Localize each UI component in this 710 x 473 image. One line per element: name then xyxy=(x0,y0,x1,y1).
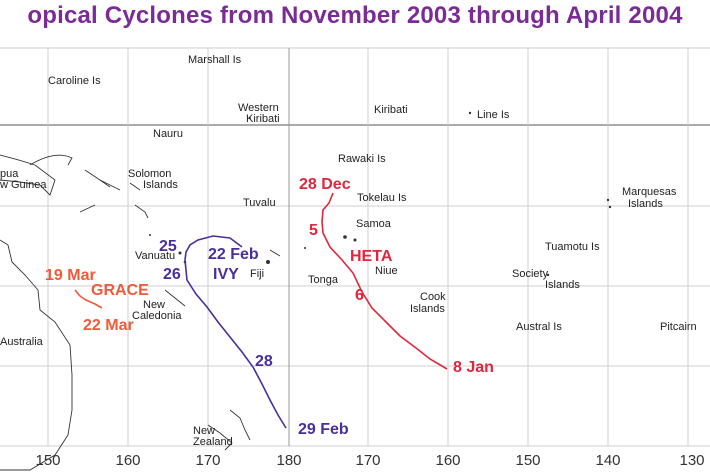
label-western-kiribati: Kiribati xyxy=(246,113,280,125)
x-tick: 140 xyxy=(595,452,621,469)
label-samoa: Samoa xyxy=(356,218,391,230)
label-cook-islands: Islands xyxy=(410,303,445,315)
label-new-zealand-1: New xyxy=(193,425,216,437)
label-marquesas: Marquesas xyxy=(622,186,677,198)
x-tick: 160 xyxy=(435,452,461,469)
heta-name: HETA xyxy=(350,248,393,265)
label-society: Society xyxy=(512,268,549,280)
x-tick: 130 xyxy=(679,452,705,469)
ivy-label-28: 28 xyxy=(255,353,273,370)
x-tick: 170 xyxy=(355,452,381,469)
grid-lines xyxy=(0,47,710,447)
island-dots xyxy=(149,111,612,277)
label-tonga: Tonga xyxy=(308,274,338,286)
label-papua: pua xyxy=(0,168,19,180)
label-fiji: Fiji xyxy=(250,268,265,280)
coastlines xyxy=(0,154,281,471)
heta-label-8-jan: 8 Jan xyxy=(453,359,494,376)
ivy-track xyxy=(184,235,287,429)
ivy-label-26: 26 xyxy=(163,266,181,283)
label-tokelau-is: Tokelau Is xyxy=(357,192,407,204)
heta-label-5: 5 xyxy=(309,222,318,239)
ivy-label-29-feb: 29 Feb xyxy=(298,421,349,438)
x-tick: 150 xyxy=(35,452,61,469)
label-caroline-is: Caroline Is xyxy=(48,75,101,87)
map-title: opical Cyclones from November 2003 throu… xyxy=(27,2,683,29)
label-australia: Australia xyxy=(0,336,43,348)
heta-label-28-dec: 28 Dec xyxy=(299,176,351,193)
x-tick: 160 xyxy=(115,452,141,469)
label-solomon: Solomon xyxy=(128,168,172,180)
ivy-name: IVY xyxy=(213,266,239,283)
label-line-is: Line Is xyxy=(477,109,510,121)
label-western: Western xyxy=(238,102,279,114)
grace-label-19-mar: 19 Mar xyxy=(45,267,96,284)
x-tick: 150 xyxy=(515,452,541,469)
label-society-islands: Islands xyxy=(545,279,580,291)
heta-track xyxy=(321,192,448,370)
label-niue: Niue xyxy=(375,265,398,277)
label-vanuatu: Vanuatu xyxy=(135,250,176,262)
grace-track xyxy=(74,289,103,309)
label-nauru: Nauru xyxy=(153,128,183,140)
grace-name: GRACE xyxy=(91,282,149,299)
label-new-caledonia-2: Caledonia xyxy=(132,310,182,322)
x-tick: 180 xyxy=(276,452,302,469)
heta-label-6: 6 xyxy=(355,287,364,304)
ivy-label-25: 25 xyxy=(159,238,177,255)
x-tick: 170 xyxy=(195,452,221,469)
label-new-caledonia-1: New xyxy=(143,299,166,311)
label-kiribati: Kiribati xyxy=(374,104,408,116)
label-marshall-is: Marshall Is xyxy=(188,54,242,66)
label-solomon-islands: Islands xyxy=(143,179,178,191)
label-cook: Cook xyxy=(420,291,446,303)
label-tuamotu-is: Tuamotu Is xyxy=(545,241,600,253)
label-new-guinea: w Guinea xyxy=(0,179,47,191)
label-pitcairn: Pitcairn xyxy=(660,321,697,333)
label-rawaki-is: Rawaki Is xyxy=(338,153,386,165)
grace-label-22-mar: 22 Mar xyxy=(83,317,134,334)
label-austral-is: Austral Is xyxy=(516,321,562,333)
ivy-label-22-feb: 22 Feb xyxy=(208,246,259,263)
label-marquesas-islands: Islands xyxy=(628,198,663,210)
label-tuvalu: Tuvalu xyxy=(243,197,276,209)
label-new-zealand-2: Zealand xyxy=(193,436,233,448)
